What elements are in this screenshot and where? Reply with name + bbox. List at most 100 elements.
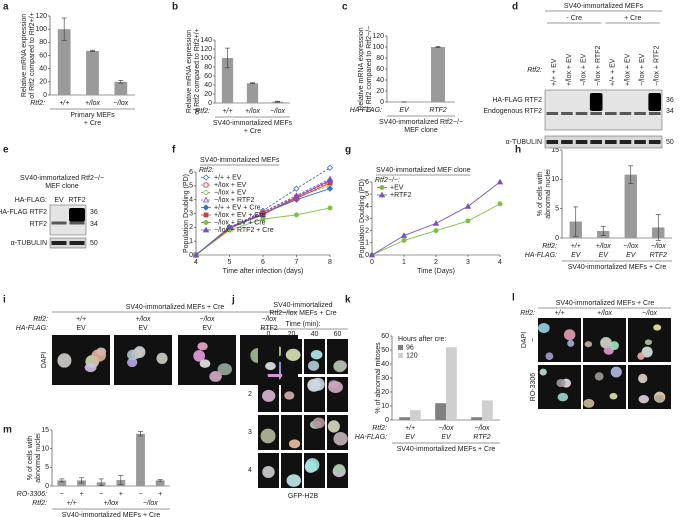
x-tick-label: −/lox xyxy=(651,243,666,250)
x-tick-label: +/lox xyxy=(245,108,260,115)
x-tick-label: −/lox xyxy=(623,243,638,250)
marker xyxy=(464,203,472,209)
marker xyxy=(327,205,333,211)
panel-letter: k xyxy=(345,295,351,306)
nucleus xyxy=(156,352,168,364)
y-tick-label: 50 xyxy=(381,347,389,354)
bar xyxy=(624,174,637,238)
y-tick-label: 80 xyxy=(376,55,384,62)
group-label: - Cre xyxy=(566,15,582,22)
legend-marker xyxy=(378,191,386,198)
y-tick-label: 60 xyxy=(376,66,384,73)
nucleus xyxy=(594,372,604,381)
nucleus xyxy=(638,394,650,404)
bar xyxy=(155,480,165,486)
nucleus xyxy=(545,352,554,360)
nucleus xyxy=(285,348,301,361)
legend-marker xyxy=(379,184,385,190)
lane-label: +/+ + EV xyxy=(551,58,558,86)
y-tick-label: 100 xyxy=(35,26,47,33)
y-tick-label: 2 xyxy=(189,224,193,231)
y-tick-label: 140 xyxy=(200,37,212,44)
x-tick-label: −/lox xyxy=(475,425,490,432)
column-label: EV xyxy=(138,325,148,332)
band xyxy=(648,140,661,144)
x-tick-label: 2 xyxy=(434,259,438,266)
lane-label: −/lox + RTF2 xyxy=(654,46,661,86)
y-axis-label: Population Doubling (PD) xyxy=(183,174,190,253)
nucleus xyxy=(311,377,325,391)
size-marker: 50 xyxy=(666,139,674,146)
group-tick-label: −/lox xyxy=(143,500,158,507)
nucleus xyxy=(127,357,138,368)
column-label: +/+ xyxy=(76,316,86,323)
category-row-label: HA-FLAG: xyxy=(350,107,382,114)
y-tick-label: 5 xyxy=(189,183,193,190)
band xyxy=(561,112,573,115)
panel-letter: g xyxy=(345,145,351,156)
bar xyxy=(446,347,457,420)
band xyxy=(69,221,85,225)
panel-title: SV40-immortalized Rtf2−/− xyxy=(20,175,104,182)
x-tick-label: +/+ xyxy=(405,425,415,432)
group-label: Rtf2: xyxy=(32,500,47,507)
legend-marker xyxy=(202,196,210,203)
y-tick-label: 4 xyxy=(365,203,369,210)
legend-label: 96 xyxy=(406,344,414,351)
band-label: RTF2 xyxy=(30,221,47,228)
nucleus xyxy=(199,359,211,368)
legend-marker xyxy=(202,204,210,211)
band xyxy=(561,140,573,144)
band xyxy=(546,112,559,115)
y-axis-label: Population Doubling (PD) xyxy=(359,179,366,258)
y-tick-label: 80 xyxy=(204,64,212,71)
chart-title: SV40-immortalized MEFs xyxy=(200,157,280,164)
y-tick-label: 20 xyxy=(39,79,47,86)
bar xyxy=(246,83,259,103)
marker xyxy=(326,185,334,192)
lane-label: −/lox + EV xyxy=(639,53,646,86)
y-tick-label: 0 xyxy=(45,483,49,490)
y-tick-label: 0 xyxy=(380,99,384,106)
nucleus xyxy=(583,398,595,408)
lane-label: EV xyxy=(54,197,64,204)
x-axis-label: Primary MEFs xyxy=(70,112,115,119)
band xyxy=(590,140,602,144)
nucleus xyxy=(217,363,232,376)
y-tick-label: 40 xyxy=(376,77,384,84)
panel-title: SV40-immortalized MEFs xyxy=(564,3,644,10)
legend-label: +/+ + EV xyxy=(214,174,242,181)
y-tick-label: 0 xyxy=(385,417,389,424)
y-tick-label: 40 xyxy=(381,361,389,368)
y-tick-label: 120 xyxy=(35,13,47,20)
y-tick-label: 0 xyxy=(555,235,559,242)
y-tick-label: 60 xyxy=(39,52,47,59)
y-tick-label: 0 xyxy=(365,252,369,259)
x-tick-label: −/lox xyxy=(439,425,454,432)
lane-label: −/lox + RTF2 xyxy=(595,46,602,86)
legend-marker xyxy=(203,182,209,188)
legend-label: 120 xyxy=(406,352,418,359)
marker xyxy=(368,251,376,258)
bar xyxy=(399,417,410,420)
panel-letter: a xyxy=(3,2,9,13)
band xyxy=(605,112,617,115)
x-tick-label: +/+ xyxy=(571,243,581,250)
category-row-label: Rtf2: xyxy=(372,425,387,432)
legend-label: −/lox + EV + Cre xyxy=(214,219,266,226)
chart-title: SV40-immortalized MEF clone xyxy=(376,167,471,174)
panel-title: Rtf2−/lox MEFs + Cre xyxy=(269,310,336,317)
column-label: RTF2 xyxy=(260,325,277,332)
legend-marker xyxy=(202,226,210,233)
legend-label: −/lox + EV xyxy=(214,189,247,196)
x-tick-label: 7 xyxy=(295,259,299,266)
time-label: Time (min): xyxy=(285,321,320,328)
band xyxy=(619,140,632,144)
x-tick-label: 4 xyxy=(498,259,502,266)
bar xyxy=(221,58,234,103)
column-label: −/lox xyxy=(200,316,215,323)
marker xyxy=(432,220,440,226)
lane-label: +/lox + EV xyxy=(624,53,631,86)
y-tick-label: 6 xyxy=(365,179,369,186)
